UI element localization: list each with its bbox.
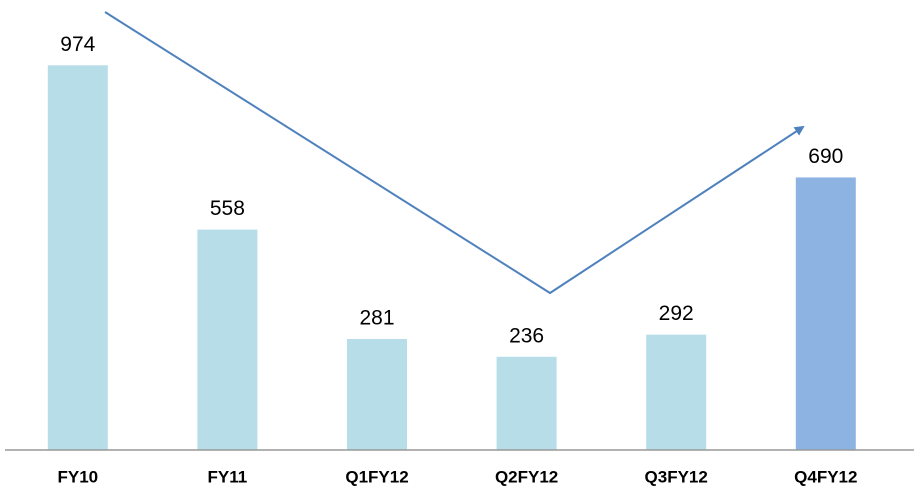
bars: [47, 65, 856, 451]
value-label: 558: [210, 197, 245, 220]
x-tick-label: Q4FY12: [794, 467, 857, 486]
x-tick-label: Q2FY12: [495, 467, 558, 486]
value-label: 236: [509, 324, 544, 347]
x-tick-label: FY10: [57, 467, 98, 486]
bar: [795, 177, 856, 450]
bar: [496, 356, 557, 450]
value-label: 974: [60, 33, 95, 56]
bar: [646, 334, 707, 450]
x-tick-label: Q3FY12: [645, 467, 708, 486]
x-tick-label: FY11: [208, 467, 248, 486]
bar: [47, 65, 108, 451]
bar: [197, 229, 258, 450]
bar: [347, 339, 407, 450]
value-label: 292: [659, 302, 694, 325]
value-label: 690: [808, 145, 843, 168]
value-label: 281: [359, 307, 394, 330]
x-tick-label: Q1FY12: [345, 467, 408, 486]
trend-arrow: [104, 11, 805, 295]
